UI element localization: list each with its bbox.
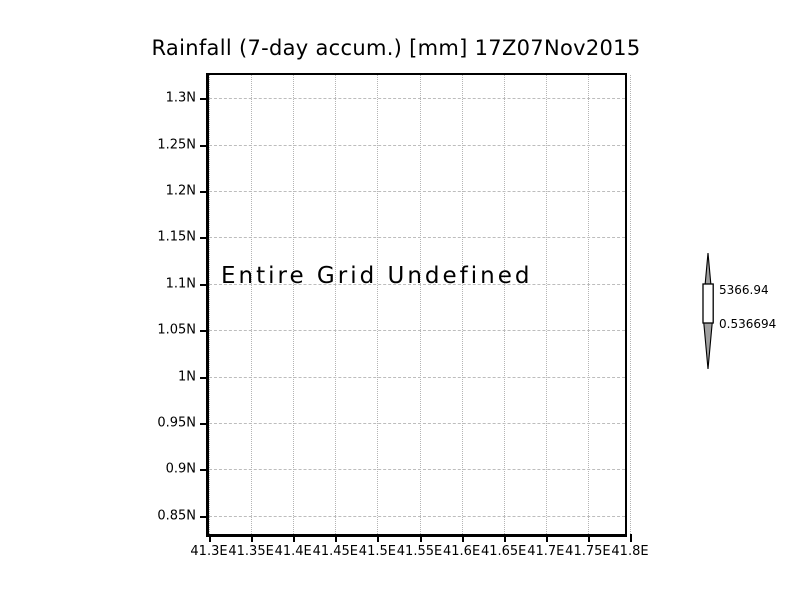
gridline-horizontal (209, 376, 625, 378)
x-axis-tick-label: 41.6E (443, 544, 481, 559)
gridline-horizontal (209, 515, 625, 517)
gridline-horizontal (209, 423, 625, 424)
x-tick-mark (461, 534, 464, 542)
y-tick-mark (200, 423, 208, 425)
x-axis-tick-label: 41.5E (358, 544, 396, 559)
y-tick-mark (200, 283, 208, 286)
x-tick-mark (587, 534, 590, 542)
plot-area: 0.85N 0.9N 0.95N 1N 1.05N 1.1N 1.15N 1.2N 1.25N 1… (157, 73, 649, 558)
x-tick-mark (293, 534, 296, 542)
gridline-horizontal (209, 98, 625, 100)
y-axis-tick-label: 1.05N (157, 322, 196, 338)
y-axis-tick-label: 0.9N (165, 461, 196, 477)
x-axis-tick-label: 41.45E (312, 544, 359, 559)
gridline-vertical (545, 75, 547, 534)
y-axis-tick-label: 1.3N (165, 90, 196, 106)
gridline-vertical (630, 75, 631, 534)
x-tick-mark (503, 534, 506, 542)
undefined-grid-message: Entire Grid Undefined (221, 263, 533, 289)
gridline-vertical (503, 75, 505, 534)
y-tick-mark (200, 330, 208, 333)
y-tick-mark (200, 469, 208, 472)
x-axis-tick-label: 41.55E (396, 544, 443, 559)
x-axis-tick-label: 41.65E (480, 544, 527, 559)
gridline-horizontal (209, 469, 625, 471)
y-axis-tick-label: 1.2N (165, 183, 196, 199)
colorbar-graphic (702, 253, 714, 369)
x-tick-mark (419, 534, 422, 542)
colorbar: 5366.94 0.536694 (699, 253, 776, 369)
gridline-vertical (461, 75, 463, 534)
x-tick-mark (545, 534, 548, 542)
y-axis-tick-label: 1.1N (165, 276, 196, 292)
x-tick-mark (335, 534, 338, 542)
x-tick-mark (251, 534, 254, 542)
gridline-horizontal (209, 237, 625, 239)
gridline-vertical (293, 75, 295, 534)
colorbar-arrow-bottom-icon (703, 322, 713, 369)
gridline-vertical (587, 75, 589, 534)
x-axis-tick-label: 41.3E (190, 544, 228, 559)
gridline-horizontal (209, 191, 625, 192)
gridlines (209, 75, 631, 534)
gridline-vertical (251, 75, 253, 534)
y-tick-mark (200, 237, 208, 240)
x-axis-tick-label: 41.4E (274, 544, 312, 559)
x-axis-tick-label: 41.7E (527, 544, 565, 559)
gridline-vertical (377, 75, 379, 534)
gridline-horizontal (209, 144, 625, 146)
y-tick-mark (200, 98, 208, 101)
y-axis-tick-label: 1.15N (157, 229, 196, 245)
gridline-horizontal (209, 330, 625, 332)
y-axis-tick-label: 0.95N (157, 415, 196, 431)
colorbar-max-label: 5366.94 (719, 283, 769, 297)
x-axis-tick-label: 41.35E (228, 544, 274, 559)
x-tick-mark (630, 534, 632, 542)
y-axis-tick-label: 1N (178, 369, 196, 385)
x-tick-mark (377, 534, 380, 542)
y-tick-mark (200, 191, 208, 193)
gridline-vertical (335, 75, 337, 534)
y-axis-tick-label: 1.25N (157, 137, 196, 153)
chart-title: Rainfall (7-day accum.) [mm] 17Z07Nov201… (151, 36, 641, 60)
y-tick-mark (200, 376, 208, 379)
colorbar-min-label: 0.536694 (719, 317, 777, 331)
gridline-vertical (209, 75, 210, 534)
colorbar-box (702, 283, 714, 324)
y-axis-tick-label: 0.85N (157, 508, 196, 524)
y-tick-mark (200, 144, 208, 147)
y-tick-mark (200, 515, 208, 518)
x-axis-tick-label: 41.75E (565, 544, 611, 559)
x-tick-mark (209, 534, 211, 542)
x-axis-tick-label: 41.8E (611, 544, 649, 559)
gridline-vertical (419, 75, 421, 534)
